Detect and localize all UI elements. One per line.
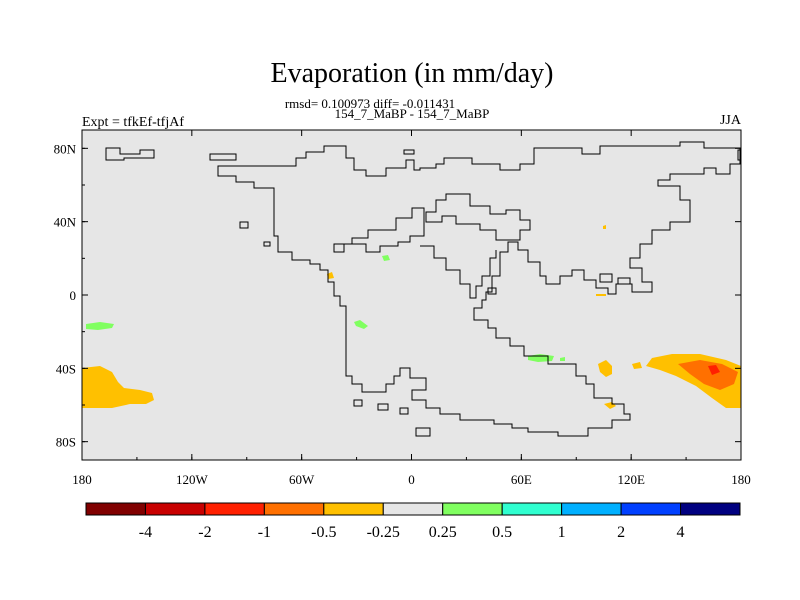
coastline-small-island-4 bbox=[617, 277, 631, 285]
x-tick-label: 180 bbox=[72, 472, 92, 487]
coastline-small-island-2 bbox=[263, 241, 271, 247]
x-tick-label: 120E bbox=[617, 472, 645, 487]
colorbar-label: 0.25 bbox=[429, 524, 457, 541]
coastline-tethys-south bbox=[420, 245, 497, 299]
colorbar-swatch bbox=[263, 502, 325, 516]
anomaly-region-asia-south bbox=[596, 294, 606, 296]
stats-line: rmsd= 0.100973 diff= -0.011431 bbox=[285, 96, 455, 111]
colorbar-label: -1 bbox=[258, 524, 271, 541]
colorbar-label: 2 bbox=[617, 524, 625, 541]
colorbar-swatch bbox=[620, 502, 682, 516]
coastline-small-island-9 bbox=[415, 427, 431, 437]
colorbar-swatch bbox=[501, 502, 563, 516]
anomaly-region-australia-west bbox=[598, 360, 612, 377]
y-tick-label: 0 bbox=[70, 288, 77, 303]
colorbar: -4 -2 -1 -0.5 -0.25 0.25 0.5 1 2 4 bbox=[85, 502, 741, 541]
coastline-small-island-1 bbox=[239, 221, 249, 229]
coastline-north-america-arctic bbox=[105, 147, 155, 161]
colorbar-swatch bbox=[382, 502, 444, 516]
y-tick-label: 80N bbox=[54, 141, 77, 156]
coastline-arctic-island bbox=[209, 153, 237, 161]
anomaly-region-asia-spot bbox=[603, 225, 606, 229]
periods-label: 154_7_MaBP - 154_7_MaBP bbox=[335, 106, 490, 121]
map-background bbox=[82, 130, 741, 460]
coastline-small-island-3 bbox=[599, 273, 613, 283]
colorbar-swatch bbox=[204, 502, 265, 516]
y-tick-label: 40S bbox=[56, 361, 76, 376]
coastlines bbox=[105, 141, 742, 437]
colorbar-label: 1 bbox=[558, 524, 566, 541]
coastline-small-island-8 bbox=[399, 407, 409, 415]
colorbar-swatch bbox=[680, 502, 741, 516]
anomaly-region-southeast-peak bbox=[708, 365, 720, 375]
colorbar-swatch bbox=[144, 502, 206, 516]
y-tick-label: 40N bbox=[54, 215, 77, 230]
anomaly-region-southeast-core bbox=[678, 360, 738, 390]
coastline-small-island-7 bbox=[377, 403, 389, 411]
colorbar-swatch bbox=[442, 502, 503, 516]
map-panel: 180 120W 60W 0 60E 120E 180 80N 40N 0 40S 80S bbox=[54, 129, 751, 487]
anomaly-region-indian-green-2 bbox=[560, 357, 565, 361]
colorbar-swatch bbox=[85, 502, 146, 516]
y-tick-label: 80S bbox=[56, 435, 76, 450]
x-tick-label: 60E bbox=[511, 472, 532, 487]
anomaly-region-atlantic-green bbox=[354, 320, 368, 329]
plot-title: Evaporation (in mm/day) bbox=[270, 58, 553, 89]
anomaly-region-pacific-green bbox=[86, 322, 114, 330]
axis-tick-labels: 180 120W 60W 0 60E 120E 180 80N 40N 0 40S 80S bbox=[54, 141, 751, 487]
coastline-inner-sea-north bbox=[425, 193, 531, 241]
x-tick-label: 120W bbox=[176, 472, 209, 487]
anomaly-region-africa-west bbox=[327, 272, 334, 279]
coastline-small-island-6 bbox=[353, 399, 363, 407]
colorbar-swatch bbox=[323, 502, 384, 516]
anomaly-region-east-coast bbox=[632, 362, 642, 369]
coastline-small-island-5 bbox=[487, 287, 497, 295]
axis-ticks bbox=[81, 130, 742, 460]
colorbar-label: -0.5 bbox=[311, 524, 336, 541]
x-tick-label: 180 bbox=[731, 472, 751, 487]
colorbar-label: -4 bbox=[139, 524, 152, 541]
colorbar-label: -2 bbox=[198, 524, 211, 541]
colorbar-label: 4 bbox=[677, 524, 685, 541]
colorbar-swatch bbox=[561, 502, 622, 516]
anomaly-region-southwest bbox=[82, 366, 154, 408]
anomaly-region-africa-green bbox=[382, 255, 390, 261]
colorbar-label: 0.5 bbox=[492, 524, 512, 541]
season-label: JJA bbox=[720, 113, 742, 128]
x-tick-label: 0 bbox=[408, 472, 415, 487]
coastline-inner-sea-west bbox=[333, 207, 425, 253]
colorbar-label: -0.25 bbox=[367, 524, 400, 541]
experiment-label: Expt = tfkEf-tfjAf bbox=[82, 115, 184, 130]
coastline-small-island-10 bbox=[403, 149, 415, 155]
x-tick-label: 60W bbox=[289, 472, 315, 487]
coastline-main-landmass bbox=[217, 141, 741, 437]
